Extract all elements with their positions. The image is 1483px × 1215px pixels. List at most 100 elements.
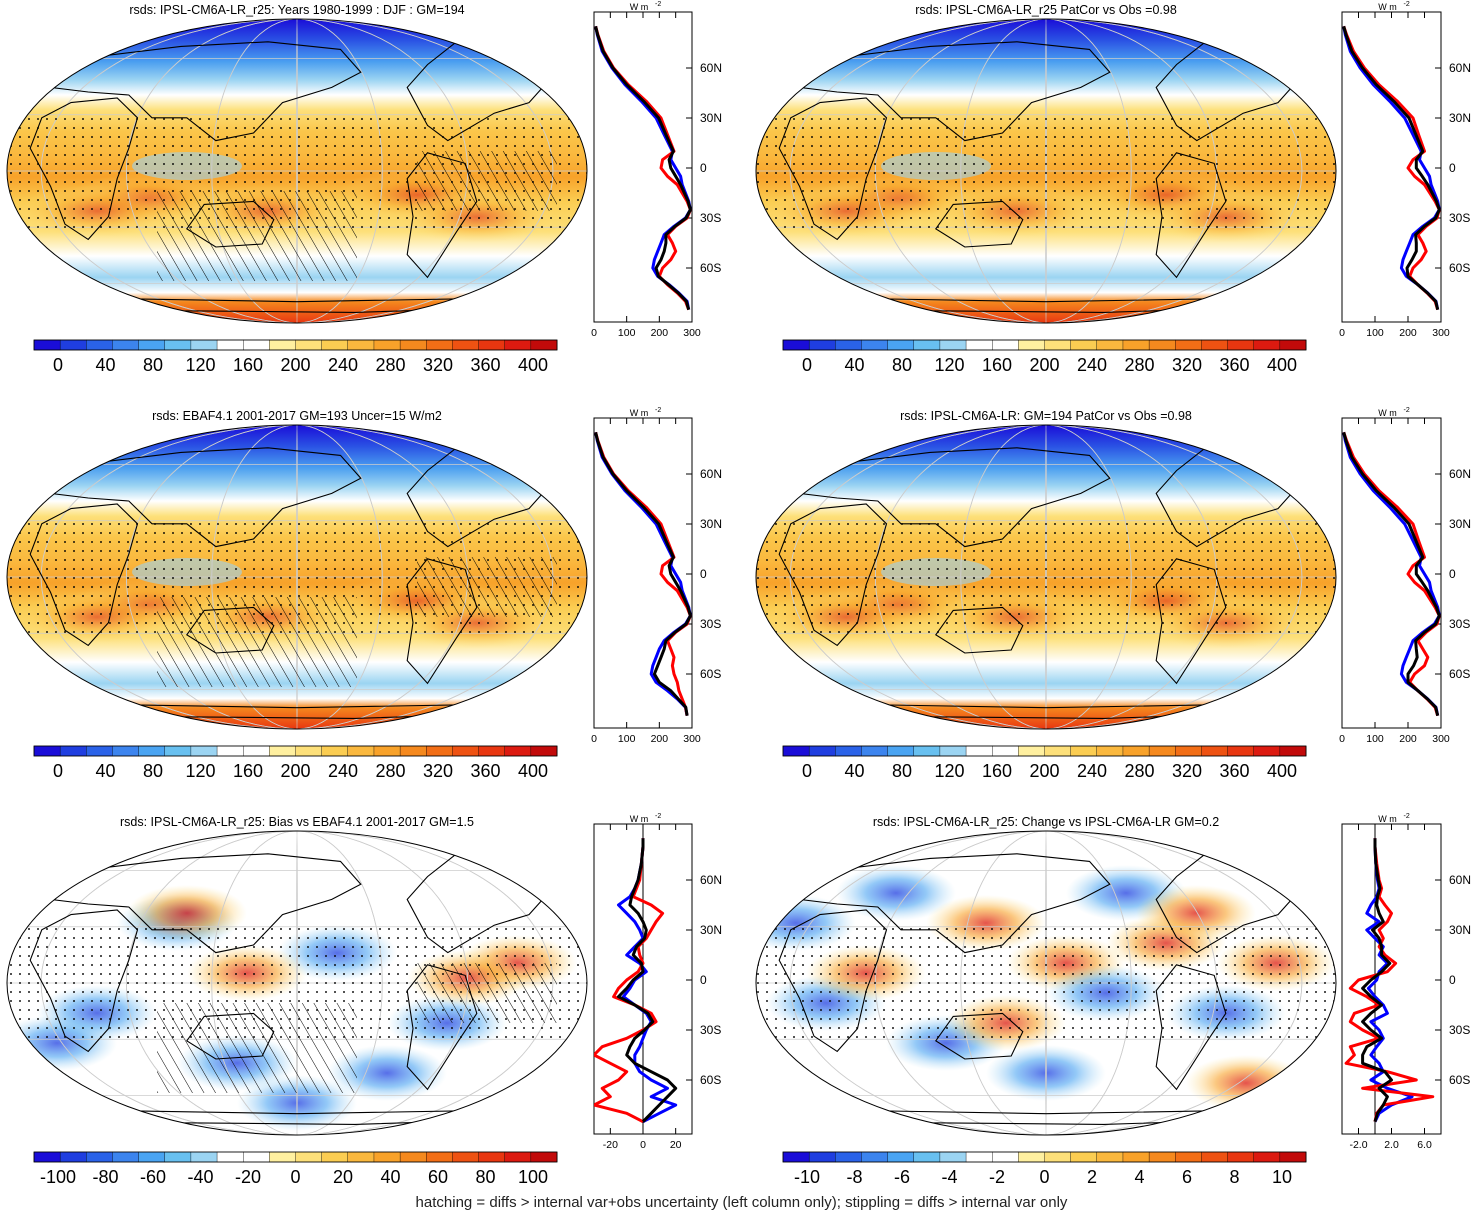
profile-lat-label: 0 (1449, 973, 1456, 987)
colorbar-swatch (321, 1151, 349, 1163)
hatching-overlay (157, 1003, 357, 1093)
hatching-overlay (417, 557, 557, 617)
colorbar-tick-label: 80 (475, 1167, 495, 1187)
colorbar-swatch (808, 745, 836, 757)
colorbar-swatch (295, 745, 323, 757)
profile-lat-label: 0 (1449, 567, 1456, 581)
profile-xlabel-sup: -2 (655, 813, 661, 820)
colorbar-tick-label: 240 (1077, 761, 1107, 781)
profile-line-mean (1342, 431, 1441, 717)
colorbar-tick-label: 40 (95, 761, 115, 781)
colorbar-tick-label: 400 (518, 355, 548, 375)
colorbar-swatch (530, 745, 558, 757)
colorbar-frame (782, 1151, 1307, 1163)
colorbar-tick-label: -20 (235, 1167, 261, 1187)
colorbar-swatch (504, 745, 532, 757)
profile-line-mean (1342, 25, 1441, 311)
colorbar-swatch (190, 745, 218, 757)
profile-xtick-label: 0 (591, 327, 597, 339)
colorbar-swatch (426, 745, 453, 757)
colorbar-swatch (33, 1151, 61, 1163)
panel-title: rsds: IPSL-CM6A-LR: GM=194 PatCor vs Obs… (900, 409, 1192, 423)
colorbar-swatch (138, 745, 166, 757)
colorbar-swatch (478, 745, 506, 757)
profile-lines (594, 431, 692, 716)
colorbar-swatch (478, 1151, 506, 1163)
colorbar-swatch (347, 1151, 375, 1163)
panel-title: rsds: IPSL-CM6A-LR_r25: Bias vs EBAF4.1 … (120, 815, 474, 829)
profile-lat-label: 30S (1449, 617, 1470, 631)
colorbar-swatch (1096, 339, 1124, 351)
colorbar-tick-label: 40 (844, 761, 864, 781)
profile-lat-label: 60N (700, 467, 722, 481)
stippling-overlay (756, 923, 1336, 1043)
colorbar-swatch (1044, 339, 1072, 351)
profile-xtick-label: 2.0 (1384, 1139, 1399, 1151)
colorbar-swatch (1279, 745, 1307, 757)
map-border (755, 424, 1337, 730)
map-field (756, 425, 1336, 729)
colorbar-swatch (190, 339, 218, 351)
colorbar-tick-label: 160 (233, 355, 263, 375)
profile-xlabel: W m (630, 2, 649, 12)
hatching-overlay (157, 597, 357, 687)
colorbar-swatch (861, 1151, 889, 1163)
colorbar-tick-label: 280 (375, 761, 405, 781)
colorbar-tick-label: 400 (1267, 355, 1297, 375)
profile-lat-label: 30N (1449, 111, 1471, 125)
continent-eurasia (798, 447, 1111, 548)
profile-line-model (617, 838, 678, 1124)
profile-lines (1344, 838, 1435, 1123)
colorbar-swatch (1148, 1151, 1176, 1163)
colorbar-swatch (504, 339, 532, 351)
colorbar-swatch (242, 745, 270, 757)
colorbar-tick-label: 240 (1077, 355, 1107, 375)
colorbar-swatch (269, 745, 297, 757)
colorbar-swatch (399, 1151, 427, 1163)
panel-p1: rsds: IPSL-CM6A-LR_r25: Years 1980-1999 … (6, 1, 722, 375)
colorbar-swatch (1253, 1151, 1281, 1163)
profile-line-mean (617, 838, 678, 1123)
colorbar-swatch (887, 1151, 915, 1163)
colorbar-swatch (1279, 1151, 1307, 1163)
profile-lat-label: 60S (700, 1073, 721, 1087)
colorbar-tick-label: 10 (1272, 1167, 1292, 1187)
colorbar-swatch (164, 745, 192, 757)
colorbar-swatch (112, 745, 140, 757)
profile-xlabel: W m (1378, 408, 1397, 418)
map-field (7, 425, 587, 729)
profile-lat-label: 60S (700, 667, 721, 681)
profile-xtick-label: 100 (1366, 327, 1384, 339)
colorbar-tick-label: -10 (794, 1167, 820, 1187)
colorbar-swatch (399, 745, 427, 757)
map-border (6, 424, 588, 730)
colorbar-tick-label: 160 (233, 761, 263, 781)
panel-p2: rsds: IPSL-CM6A-LR_r25 PatCor vs Obs =0.… (755, 1, 1471, 375)
colorbar-swatch (112, 1151, 140, 1163)
colorbar-frame (782, 745, 1307, 757)
colorbar-tick-label: 240 (328, 761, 358, 781)
colorbar-swatch (426, 339, 453, 351)
colorbar-tick-label: 120 (185, 761, 215, 781)
profile-lat-label: 30S (700, 211, 721, 225)
colorbar-swatch (1096, 1151, 1124, 1163)
colorbar-tick-label: 80 (892, 355, 912, 375)
colorbar-swatch (86, 339, 113, 351)
colorbar-tick-label: 120 (185, 355, 215, 375)
profile-xlabel-sup: -2 (1404, 813, 1410, 820)
colorbar-tick-label: 320 (1172, 761, 1202, 781)
colorbar-frame (782, 339, 1307, 351)
colorbar-swatch (939, 1151, 967, 1163)
stippling-overlay (756, 111, 1336, 231)
profile-lat-label: 30N (700, 923, 722, 937)
map-field (756, 831, 1336, 1135)
colorbar-tick-label: 360 (470, 761, 500, 781)
colorbar-swatch (1070, 339, 1098, 351)
colorbar-swatch (913, 339, 941, 351)
hatching-overlay (157, 191, 357, 281)
profile-lat-label: 30N (1449, 923, 1471, 937)
colorbar-swatch (530, 1151, 558, 1163)
colorbar-tick-label: 2 (1087, 1167, 1097, 1187)
profile-lat-label: 60N (700, 61, 722, 75)
